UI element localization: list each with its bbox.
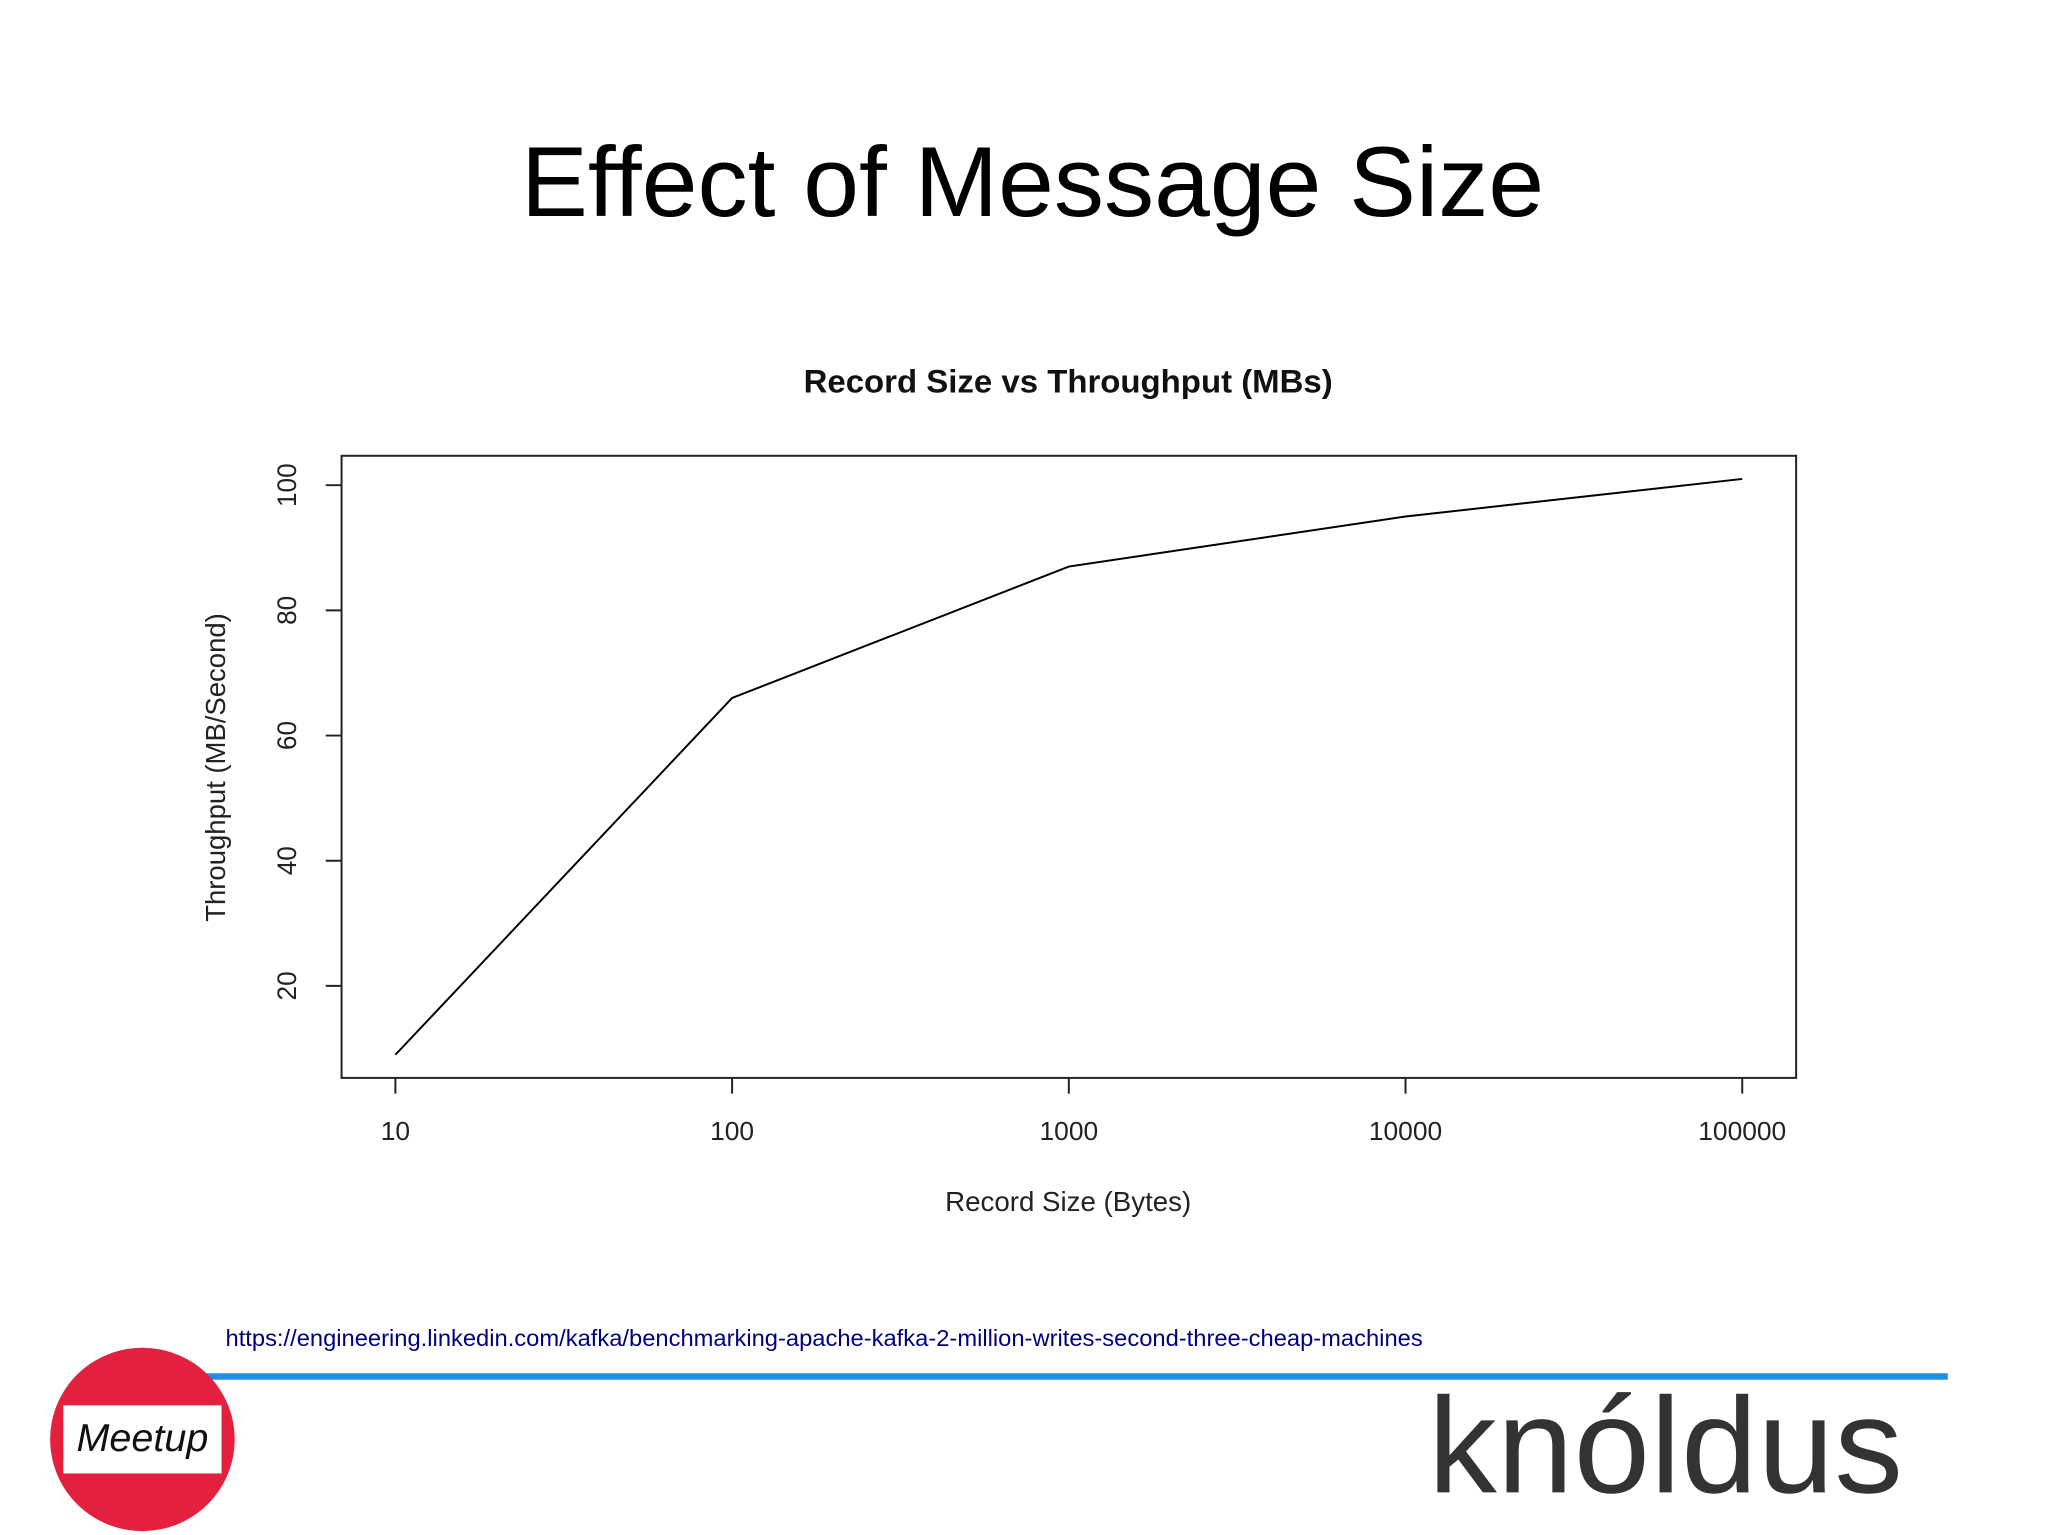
x-tick-label: 10 bbox=[381, 1116, 410, 1146]
x-tick-label: 1000 bbox=[1040, 1116, 1099, 1146]
plot-frame bbox=[340, 454, 1798, 1079]
x-tick-label: 100 bbox=[710, 1116, 754, 1146]
y-tick-label: 40 bbox=[272, 846, 302, 875]
data-line bbox=[394, 477, 1743, 1056]
meetup-logo: Meetup bbox=[76, 1416, 208, 1460]
slide-title: Effect of Message Size bbox=[521, 128, 1544, 239]
x-tick-label: 10000 bbox=[1369, 1116, 1442, 1146]
chart-title: Record Size vs Throughput (MBs) bbox=[804, 362, 1333, 399]
x-axis-label: Record Size (Bytes) bbox=[945, 1186, 1191, 1217]
knoldus-logo: knóldus bbox=[1428, 1369, 1903, 1521]
y-tick-label: 100 bbox=[272, 463, 302, 507]
y-tick-label: 80 bbox=[272, 596, 302, 625]
y-tick-label: 20 bbox=[272, 971, 302, 1000]
meetup-plate bbox=[63, 1405, 222, 1474]
y-axis-label: Throughput (MB/Second) bbox=[200, 613, 231, 922]
source-link[interactable]: https://engineering.linkedin.com/kafka/b… bbox=[226, 1326, 1423, 1352]
x-tick-label: 100000 bbox=[1698, 1116, 1786, 1146]
y-tick-label: 60 bbox=[272, 721, 302, 750]
